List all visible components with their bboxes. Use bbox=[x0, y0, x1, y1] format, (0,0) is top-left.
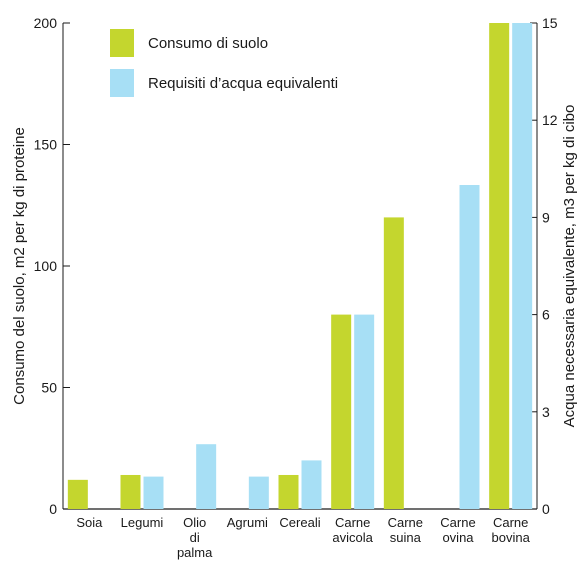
bar-water bbox=[301, 460, 322, 509]
bar-water bbox=[512, 23, 533, 509]
category-label: di bbox=[190, 530, 200, 545]
legend-swatch-land bbox=[110, 29, 134, 57]
category-label: Olio bbox=[183, 515, 206, 530]
left-tick-label: 100 bbox=[34, 258, 58, 274]
left-tick-label: 200 bbox=[34, 15, 58, 31]
right-axis-title: Acqua necessaria equivalente, m3 per kg … bbox=[561, 105, 578, 428]
bar-land-use bbox=[67, 479, 88, 509]
right-ticks: 0 3 6 9 12 15 bbox=[530, 15, 558, 517]
left-axis-title: Consumo del suolo, m2 per kg di proteine bbox=[11, 127, 28, 405]
right-tick-label: 15 bbox=[542, 15, 558, 31]
category-label: Soia bbox=[76, 515, 103, 530]
legend-swatch-water bbox=[110, 69, 134, 97]
left-tick-label: 50 bbox=[41, 380, 57, 396]
category-label: Legumi bbox=[121, 515, 164, 530]
bar-water bbox=[354, 314, 375, 509]
bar-water bbox=[248, 476, 269, 509]
bar-water bbox=[196, 444, 217, 509]
category-label: Agrumi bbox=[227, 515, 268, 530]
left-tick-label: 0 bbox=[49, 501, 57, 517]
right-tick-label: 0 bbox=[542, 501, 550, 517]
bar-land-use bbox=[331, 314, 352, 509]
bar-land-use bbox=[489, 23, 510, 509]
right-tick-label: 3 bbox=[542, 404, 550, 420]
bars bbox=[67, 23, 533, 509]
category-label: ovina bbox=[442, 530, 474, 545]
bar-water bbox=[143, 476, 164, 509]
category-label: Carne bbox=[388, 515, 423, 530]
category-label: Carne bbox=[493, 515, 528, 530]
right-tick-label: 9 bbox=[542, 209, 550, 225]
legend-label-water: Requisiti d’acqua equivalenti bbox=[148, 75, 338, 92]
bar-water bbox=[459, 185, 480, 509]
bar-land-use bbox=[383, 217, 404, 509]
bar-land-use bbox=[120, 474, 141, 509]
category-label: Cereali bbox=[279, 515, 320, 530]
category-label: Carne bbox=[440, 515, 475, 530]
right-tick-label: 12 bbox=[542, 112, 558, 128]
legend: Consumo di suolo Requisiti d’acqua equiv… bbox=[110, 29, 338, 97]
left-tick-label: 150 bbox=[34, 137, 58, 153]
category-label: palma bbox=[177, 545, 213, 560]
category-label: avicola bbox=[332, 530, 373, 545]
category-label: Carne bbox=[335, 515, 370, 530]
legend-label-land: Consumo di suolo bbox=[148, 35, 268, 52]
bar-land-use bbox=[278, 474, 299, 509]
right-tick-label: 6 bbox=[542, 307, 550, 323]
category-label: bovina bbox=[492, 530, 531, 545]
left-ticks: 0 50 100 150 200 bbox=[34, 15, 70, 517]
category-label: suina bbox=[390, 530, 422, 545]
